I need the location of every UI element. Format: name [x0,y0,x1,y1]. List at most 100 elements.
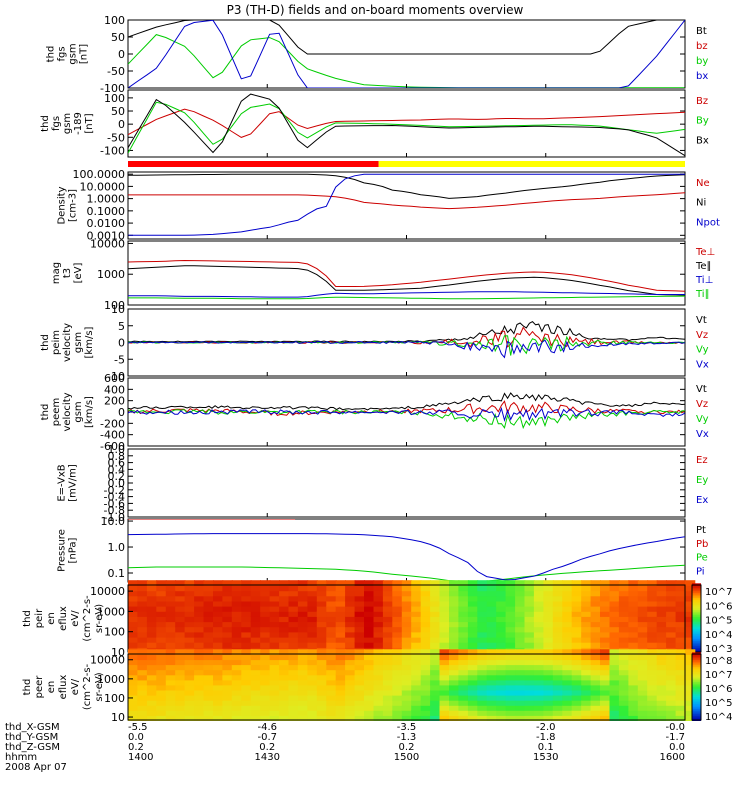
spectrogram-cell [137,705,148,711]
spectrogram-cell [581,695,592,701]
spectrogram-cell [222,585,233,592]
spectrogram-cell [590,600,601,607]
spectrogram-cell [439,621,450,628]
spectrogram-cell [411,659,422,666]
spectrogram-cell [666,684,677,691]
spectrogram-cell [288,611,299,617]
spectrogram-cell [571,684,582,691]
spectrogram-cell [524,590,535,597]
spectrogram-cell [590,626,601,633]
spectrogram-cell [326,695,337,701]
spectrogram-cell [666,689,677,696]
axis-label: [mV/m] [68,464,79,502]
spectrogram-cell [128,585,139,592]
spectrogram-cell [175,626,186,633]
spectrogram-cell [279,659,290,666]
spectrogram-cell [146,654,158,661]
colorbar-label: 10^4 [705,630,732,641]
spectrogram-cell [373,659,384,666]
spectrogram-cell [326,611,337,617]
spectrogram-cell [326,580,337,586]
spectrogram-cell [156,642,167,648]
spectrogram-cell [609,636,620,643]
colorbar-cell [692,660,701,664]
spectrogram-cell [600,590,611,597]
spectrogram-cell [269,616,280,623]
spectrogram-cell [373,595,384,602]
spectrogram-cell [165,700,177,706]
spectrogram-cell [486,664,497,671]
spectrogram-cell [297,595,309,602]
spectrogram-cell [486,626,497,633]
spectrogram-cell [146,689,158,696]
spectrogram-cell [675,585,686,592]
colorbar-cell [692,616,701,619]
spectrogram-cell [128,684,139,691]
series-line-Te∥ [128,265,685,296]
legend-label: Vx [696,429,709,440]
y-tick-label: -1.0 [104,511,125,524]
spectrogram-cell [316,695,328,701]
spectrogram-cell [486,674,497,681]
spectrogram-cell [486,684,497,691]
panel-density: 100.000010.00001.00000.10000.01000.0010D… [57,168,720,242]
spectrogram-cell [505,611,516,617]
spectrogram-cell [392,590,403,597]
spectrogram-cell [203,649,214,655]
spectrogram-cell [637,664,649,671]
spectrogram-cell [382,590,394,597]
ephemeris-value: -0.0 [665,722,685,733]
spectrogram-cell [345,669,356,676]
spectrogram-cell [449,705,460,711]
spectrogram-cell [241,642,252,648]
spectrogram-cell [194,580,205,586]
spectrogram-cell [458,689,469,696]
spectrogram-cell [165,695,177,701]
spectrogram-cell [656,715,667,721]
spectrogram-cell [685,654,696,661]
spectrogram-cell [449,684,460,691]
spectrogram-cell [213,626,224,633]
colorbar-cell [692,621,701,624]
spectrogram-cell [486,600,497,607]
spectrogram-cell [364,669,375,676]
colorbar-cell [692,687,701,691]
spectrogram-cell [213,616,224,623]
spectrogram-cell [618,626,630,633]
spectrogram-cell [524,689,535,696]
spectrogram-cell [590,705,601,711]
spectrogram-cell [335,695,346,701]
spectrogram-cell [656,626,667,633]
spectrogram-cell [666,595,677,602]
series-line-Ti⊥ [128,291,685,298]
spectrogram-cell [213,595,224,602]
y-tick-label: 100 [104,92,125,105]
colorbar-cell [692,706,701,710]
spectrogram-cell [345,580,356,586]
series-line-Ti∥ [128,295,685,300]
spectrogram-cell [515,621,526,628]
y-tick-label: 1000 [97,268,125,281]
colorbar-cell [692,602,701,605]
spectrogram-cell [165,585,177,592]
spectrogram-cell [524,631,535,638]
spectrogram-cell [392,710,403,716]
spectrogram-cell [552,616,564,623]
spectrogram-cell [543,626,554,633]
spectrogram-cell [675,621,686,628]
spectrogram-cell [307,684,318,691]
spectrogram-cell [552,664,564,671]
spectrogram-cell [524,654,535,661]
spectrogram-cell [260,606,271,612]
y-tick-label: 400 [104,383,125,396]
spectrogram-cell [609,649,620,655]
spectrogram-cell [203,684,214,691]
spectrogram-cell [203,664,214,671]
spectrogram-cell [533,705,545,711]
spectrogram-cell [354,664,365,671]
spectrogram-cell [590,715,601,721]
y-tick-label: 0 [118,118,125,131]
spectrogram-cell [146,679,158,686]
spectrogram-cell [600,695,611,701]
